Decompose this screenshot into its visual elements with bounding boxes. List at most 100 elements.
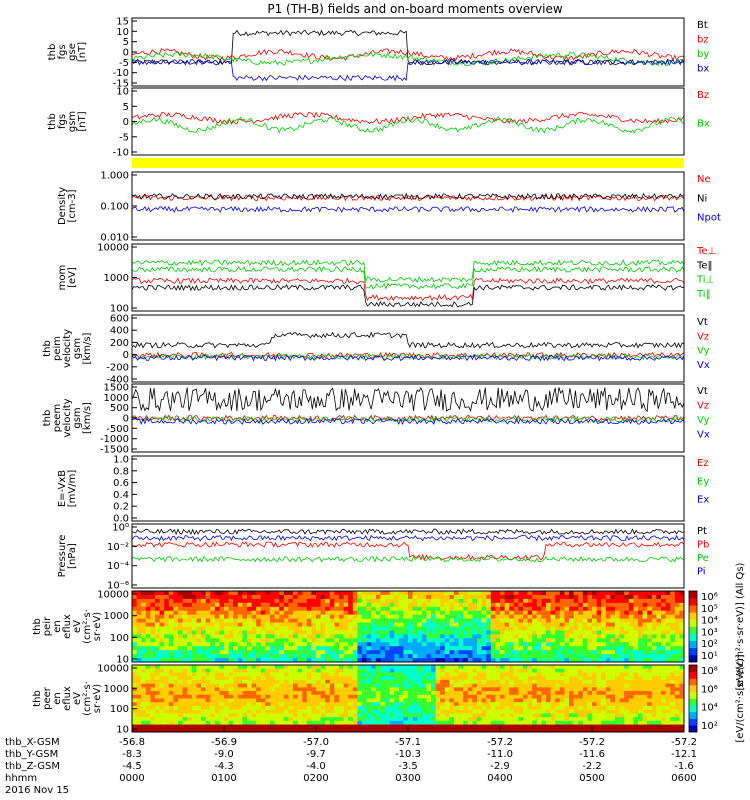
cell <box>366 591 372 596</box>
cell <box>444 610 450 615</box>
cell <box>398 606 404 612</box>
cell <box>214 691 220 696</box>
cell <box>674 610 680 615</box>
cell <box>472 591 478 596</box>
cell <box>628 717 634 722</box>
cell <box>440 614 446 619</box>
cell <box>311 622 317 627</box>
cell <box>251 606 257 612</box>
cell <box>362 630 367 635</box>
cell <box>329 658 335 663</box>
cell <box>527 630 533 635</box>
cell <box>362 654 367 659</box>
cell <box>329 646 335 651</box>
cell <box>306 614 312 619</box>
cell <box>605 702 611 707</box>
cell <box>316 646 321 651</box>
cell <box>311 683 317 688</box>
cell <box>569 594 574 600</box>
cell <box>196 610 202 615</box>
cell <box>173 702 179 707</box>
ytick-label: -500 <box>106 424 129 435</box>
cell <box>532 720 538 725</box>
cell <box>500 602 505 608</box>
cell <box>458 665 464 670</box>
cell <box>679 705 685 710</box>
cell <box>228 650 234 655</box>
cell <box>596 598 602 604</box>
cell <box>578 728 584 733</box>
cell <box>536 594 542 600</box>
cell <box>159 717 165 722</box>
cell <box>320 610 326 615</box>
cell <box>201 672 206 677</box>
cell <box>398 594 404 600</box>
cell <box>490 646 496 651</box>
cell <box>408 702 413 707</box>
cell <box>352 594 358 600</box>
legend-efield-Ez: Ez <box>697 458 709 469</box>
cell <box>592 626 597 631</box>
cell <box>679 683 685 688</box>
cell <box>155 702 160 707</box>
cell <box>385 626 390 631</box>
cell <box>228 724 234 729</box>
cell <box>573 594 579 600</box>
ytick-label: -5 <box>119 58 129 69</box>
cell <box>210 728 216 733</box>
cell <box>155 618 160 623</box>
cell <box>431 665 436 670</box>
cell <box>592 594 597 600</box>
cell <box>417 650 423 655</box>
cell <box>582 679 588 684</box>
cell <box>624 705 630 710</box>
cell <box>495 630 501 635</box>
cell <box>674 691 680 696</box>
cell <box>656 679 662 684</box>
cell <box>486 668 492 673</box>
cell <box>247 630 252 635</box>
cell <box>251 618 257 623</box>
cell <box>670 630 676 635</box>
cell <box>237 724 243 729</box>
xrow-label: hhmm <box>5 773 37 784</box>
xrow-value: 0200 <box>303 773 328 784</box>
cell <box>306 602 312 608</box>
cell <box>421 717 427 722</box>
cell <box>265 646 271 651</box>
ylabel-line: sr·eV) <box>92 612 103 641</box>
cell <box>201 622 206 627</box>
cell <box>421 668 427 673</box>
cell <box>615 705 620 710</box>
colorbar-tick: 10⁵ <box>701 604 718 615</box>
colorbar-tick: 10² <box>701 721 718 732</box>
cell <box>573 720 579 725</box>
ytick-label: 15 <box>116 17 129 28</box>
cell <box>219 626 225 631</box>
cell <box>265 668 271 673</box>
ylabel-temperature: mom [eV] <box>57 265 78 291</box>
cell <box>242 630 248 635</box>
cell <box>412 687 418 692</box>
cell <box>527 591 533 596</box>
cell <box>647 630 653 635</box>
cell <box>481 713 487 718</box>
cell <box>472 658 478 663</box>
cell <box>610 724 616 729</box>
cell <box>486 717 492 722</box>
cell <box>454 630 459 635</box>
legend-pressure-Pb: Pb <box>697 540 709 551</box>
cell <box>555 709 561 714</box>
cell <box>504 622 510 627</box>
cell <box>408 687 413 692</box>
cell <box>279 591 285 596</box>
cell <box>564 602 570 608</box>
cell <box>670 676 676 681</box>
cell <box>168 610 174 615</box>
cell <box>159 602 165 608</box>
cell <box>214 713 220 718</box>
cell <box>444 618 450 623</box>
cell <box>417 672 423 677</box>
cell <box>619 614 625 619</box>
cell <box>458 687 464 692</box>
